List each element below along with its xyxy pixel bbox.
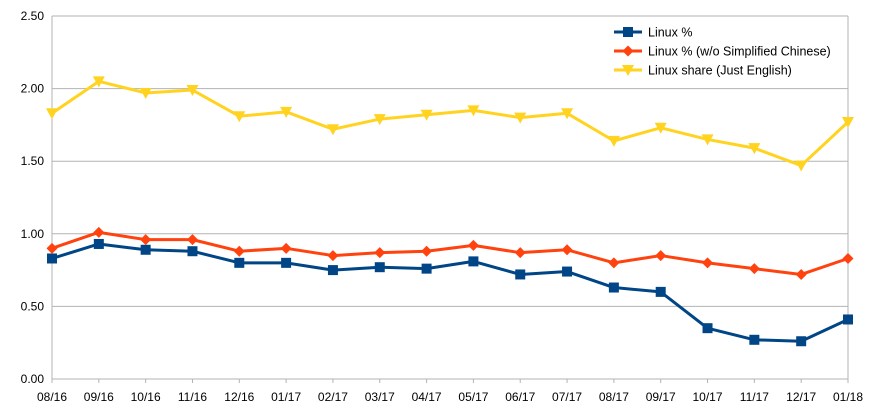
data-point-series-2: [93, 226, 105, 238]
data-point-series-1: [421, 263, 432, 274]
y-tick-label: 1.00: [21, 227, 45, 241]
data-point-series-2: [795, 268, 807, 280]
series-lines: [51, 79, 850, 343]
data-point-series-1: [702, 323, 713, 334]
data-point-series-2: [280, 242, 292, 254]
data-point-series-1: [187, 246, 198, 257]
x-tick-label: 11/17: [740, 390, 769, 404]
data-point-series-2: [421, 245, 433, 257]
y-tick-label: 1.50: [21, 154, 45, 168]
x-tick-label: 09/17: [646, 390, 676, 404]
data-point-series-1: [327, 265, 338, 276]
data-point-series-3: [748, 143, 761, 155]
data-point-series-2: [608, 257, 620, 269]
x-tick-label: 03/17: [365, 390, 395, 404]
data-point-series-2: [374, 247, 386, 259]
legend-marker-1: [623, 27, 633, 37]
series-line-2: [51, 230, 849, 276]
data-point-series-3: [654, 122, 667, 134]
x-tick-label: 01/17: [271, 390, 301, 404]
data-point-series-2: [467, 239, 479, 251]
y-tick-label: 2.50: [21, 9, 45, 23]
x-tick-label: 12/16: [224, 390, 254, 404]
y-tick-label: 0.00: [21, 372, 45, 386]
x-tick-label: 05/17: [458, 390, 488, 404]
legend-marker-2: [622, 45, 634, 57]
y-tick-label: 2.00: [21, 82, 45, 96]
data-point-series-1: [468, 256, 479, 267]
x-tick-label: 07/17: [552, 390, 582, 404]
data-point-series-1: [515, 269, 526, 280]
x-tick-label: 11/16: [178, 390, 207, 404]
data-point-series-3: [467, 105, 480, 117]
x-tick-label: 08/17: [599, 390, 629, 404]
x-tick-label: 12/17: [786, 390, 816, 404]
data-point-series-3: [701, 134, 714, 146]
data-point-series-2: [514, 247, 526, 259]
legend: Linux % Linux % (w/o Simplified Chinese) L…: [614, 26, 831, 78]
data-point-series-1: [843, 314, 853, 325]
data-point-series-3: [561, 108, 574, 120]
data-point-series-1: [93, 238, 104, 249]
x-tick-label: 08/16: [37, 390, 67, 404]
data-point-series-3: [607, 135, 620, 147]
data-point-series-1: [281, 257, 292, 268]
data-point-series-1: [47, 253, 57, 264]
legend-marker-3: [622, 65, 634, 76]
data-point-series-3: [233, 111, 246, 123]
data-point-series-2: [561, 244, 573, 256]
data-point-series-2: [702, 257, 714, 269]
legend-label-3: Linux share (Just English): [648, 64, 792, 78]
data-point-series-2: [140, 234, 152, 246]
data-point-series-2: [842, 252, 854, 264]
x-tick-label: 02/17: [318, 390, 348, 404]
x-tick-label: 06/17: [505, 390, 535, 404]
data-point-series-3: [46, 108, 58, 120]
data-point-series-2: [233, 245, 245, 257]
data-point-series-3: [139, 87, 152, 99]
data-point-series-3: [514, 112, 527, 124]
x-tick-label: 04/17: [412, 390, 442, 404]
data-point-series-3: [326, 124, 339, 136]
legend-label-1: Linux %: [648, 26, 692, 40]
x-tick-label: 10/17: [693, 390, 723, 404]
legend-label-2: Linux % (w/o Simplified Chinese): [648, 45, 831, 59]
data-point-series-3: [420, 109, 433, 121]
data-point-series-1: [140, 244, 151, 255]
data-point-series-3: [373, 114, 386, 126]
data-point-series-3: [186, 85, 199, 97]
data-point-series-1: [608, 282, 619, 293]
data-point-series-2: [327, 250, 339, 262]
data-point-series-1: [562, 266, 573, 277]
data-point-series-1: [655, 286, 666, 297]
data-point-series-3: [92, 76, 105, 88]
data-point-series-2: [186, 234, 198, 246]
x-tick-label: 10/16: [131, 390, 161, 404]
data-point-series-1: [234, 257, 245, 268]
data-point-series-2: [748, 263, 760, 275]
axes: 0.00 0.50 1.00 1.50 2.00 2.50 08/16 09/16 10/16 1…: [21, 9, 864, 404]
data-point-series-3: [280, 106, 293, 118]
x-tick-label: 01/18: [833, 390, 863, 404]
data-point-series-3: [842, 116, 854, 128]
data-point-series-1: [796, 336, 807, 347]
y-tick-label: 0.50: [21, 299, 45, 313]
series-line-3: [51, 79, 850, 168]
data-point-series-2: [655, 250, 667, 262]
series-markers: [46, 76, 854, 347]
data-point-series-2: [46, 242, 58, 254]
x-tick-label: 09/16: [84, 390, 114, 404]
gridlines: [52, 15, 849, 380]
series-line-1: [51, 242, 849, 343]
data-point-series-1: [749, 334, 760, 345]
data-point-series-1: [374, 262, 385, 273]
data-point-series-3: [795, 160, 808, 172]
